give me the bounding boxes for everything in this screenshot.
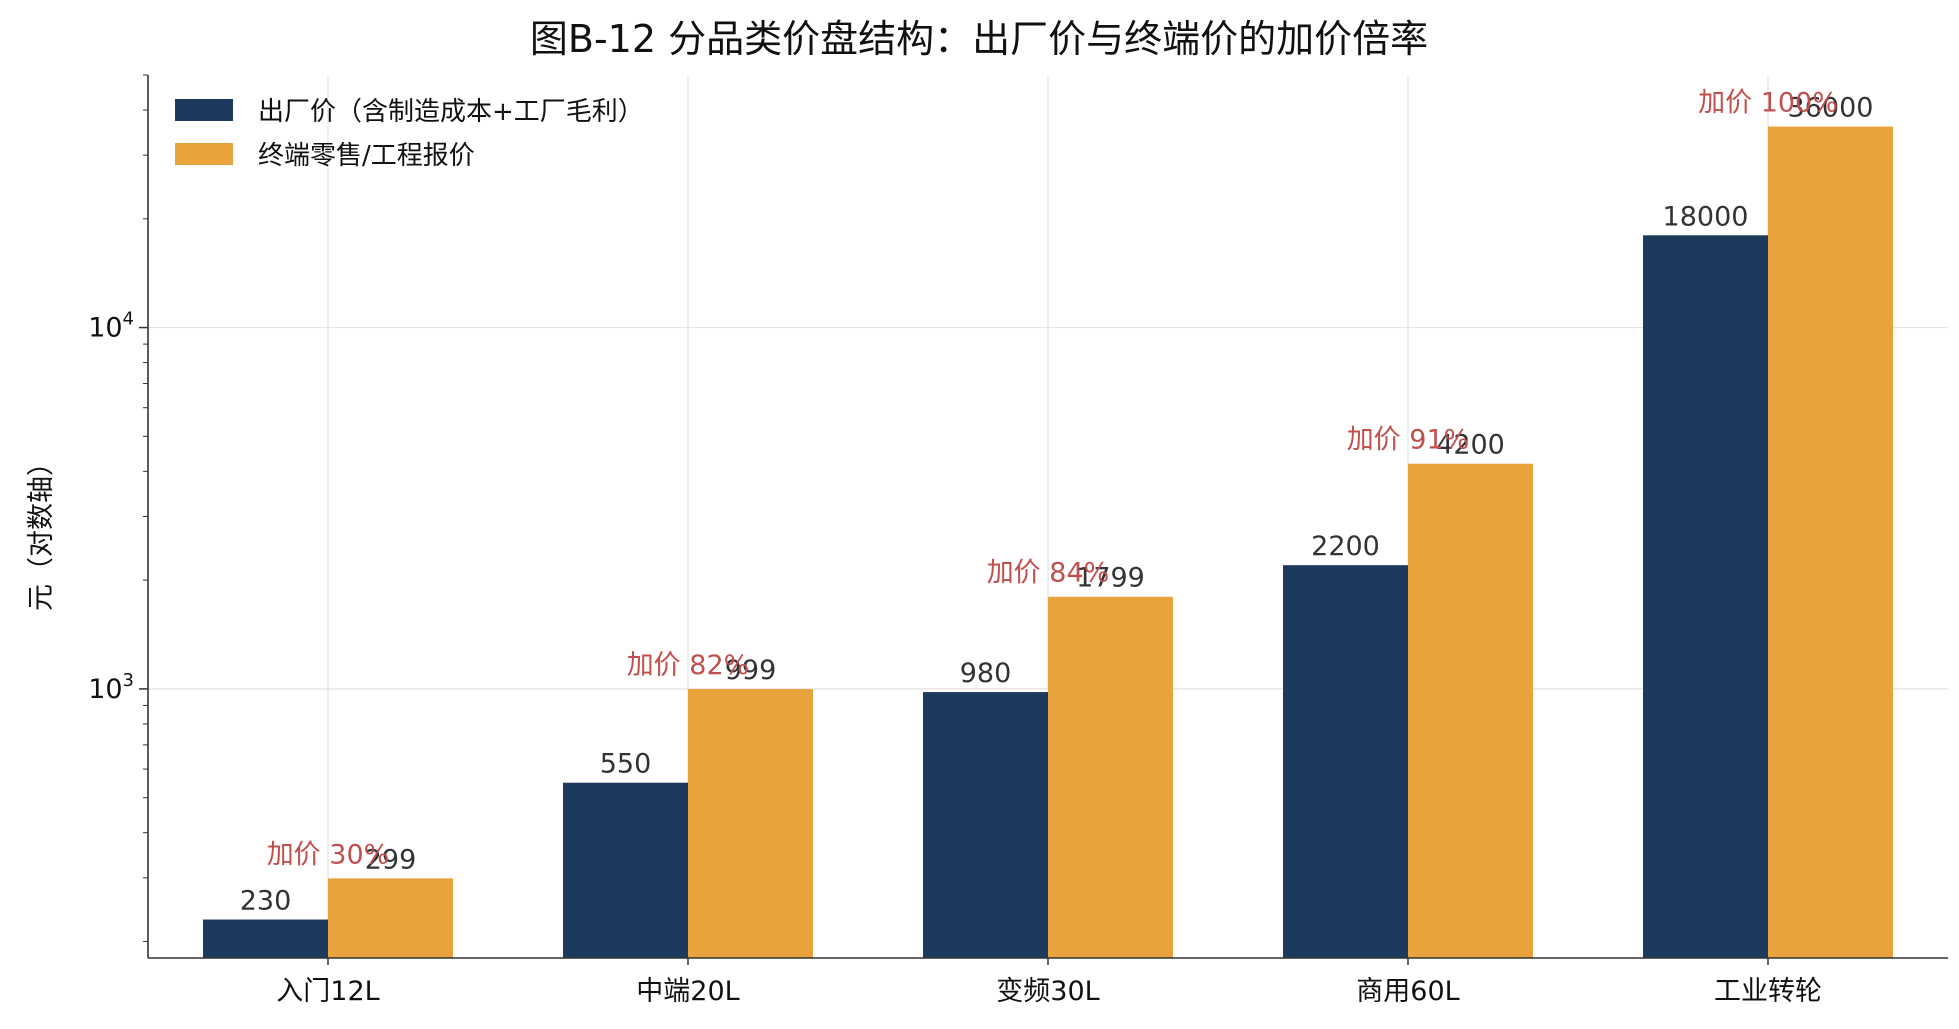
- value-label: 980: [960, 658, 1012, 689]
- bars: [203, 126, 1893, 958]
- bar-retail: [1408, 463, 1533, 958]
- legend: 出厂价（含制造成本+工厂毛利） 终端零售/工程报价: [175, 97, 644, 171]
- value-label: 2200: [1311, 531, 1380, 562]
- legend-label: 终端零售/工程报价: [258, 141, 475, 171]
- value-label: 4200: [1436, 430, 1505, 461]
- x-tick-label: 变频30L: [996, 976, 1099, 1007]
- bar-factory: [923, 692, 1048, 958]
- bar-retail: [688, 689, 813, 958]
- x-tick-label: 入门12L: [276, 976, 379, 1007]
- bar-factory: [1643, 235, 1768, 958]
- chart-title: 图B-12 分品类价盘结构：出厂价与终端价的加价倍率: [530, 17, 1428, 61]
- markup-annotation: 加价 91%: [1347, 425, 1470, 456]
- value-label: 36000: [1788, 93, 1874, 124]
- markup-annotation: 加价 30%: [267, 839, 390, 870]
- value-label: 18000: [1663, 201, 1749, 232]
- y-tick-label: 104: [88, 309, 134, 344]
- markup-annotation: 加价 100%: [1698, 88, 1838, 119]
- bar-retail: [1048, 596, 1173, 958]
- value-label: 299: [365, 844, 417, 875]
- x-tick-label: 中端20L: [636, 976, 739, 1007]
- legend-swatch: [175, 99, 233, 121]
- value-label: 550: [600, 749, 652, 780]
- value-label: 1799: [1076, 563, 1145, 594]
- y-axis-label: 元（对数轴）: [26, 449, 57, 611]
- bar-retail: [1768, 126, 1893, 958]
- markup-annotation: 加价 82%: [627, 650, 750, 681]
- bar-factory: [1283, 565, 1408, 958]
- value-label: 999: [725, 655, 777, 686]
- x-tick-label: 商用60L: [1356, 976, 1459, 1007]
- markup-annotation: 加价 84%: [987, 558, 1110, 589]
- legend-swatch: [175, 143, 233, 165]
- axes: 入门12L 中端20L 变频30L 商用60L 工业转轮 103 104: [88, 74, 1948, 1007]
- bar-retail: [328, 878, 453, 958]
- x-tick-label: 工业转轮: [1714, 976, 1822, 1007]
- y-tick-label: 103: [88, 670, 134, 705]
- bar-factory: [563, 782, 688, 958]
- value-label: 230: [240, 886, 292, 917]
- bar-factory: [203, 919, 328, 958]
- legend-label: 出厂价（含制造成本+工厂毛利）: [258, 97, 644, 127]
